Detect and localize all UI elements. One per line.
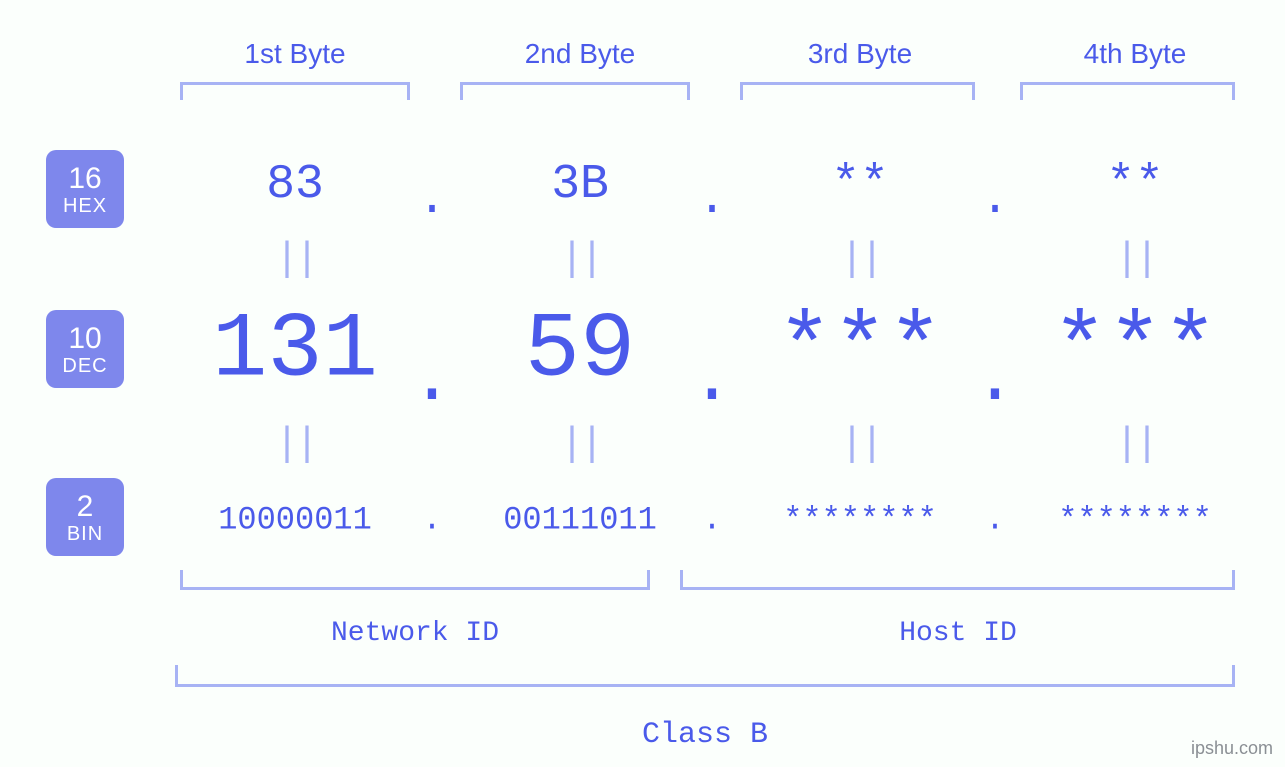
top-bracket-4 bbox=[1020, 82, 1235, 100]
base-txt-hex: HEX bbox=[46, 195, 124, 217]
eq-dec-bin-3: || bbox=[840, 423, 880, 468]
eq-dec-bin-4: || bbox=[1115, 423, 1155, 468]
base-badge-dec: 10 DEC bbox=[46, 310, 124, 388]
eq-hex-dec-1: || bbox=[275, 238, 315, 283]
hex-dot-3: . bbox=[981, 173, 1010, 227]
class-label: Class B bbox=[642, 718, 768, 752]
eq-dec-bin-1: || bbox=[275, 423, 315, 468]
hex-dot-1: . bbox=[418, 173, 447, 227]
dec-byte-2: 59 bbox=[525, 298, 635, 403]
byte-header-1: 1st Byte bbox=[244, 38, 345, 70]
bin-byte-4: ******** bbox=[1058, 502, 1212, 539]
dec-dot-3: . bbox=[973, 339, 1016, 421]
dec-byte-4: *** bbox=[1052, 298, 1218, 403]
eq-hex-dec-4: || bbox=[1115, 238, 1155, 283]
bin-dot-2: . bbox=[702, 502, 721, 539]
network-label: Network ID bbox=[331, 618, 499, 649]
byte-header-3: 3rd Byte bbox=[808, 38, 912, 70]
dec-byte-3: *** bbox=[777, 298, 943, 403]
base-badge-bin: 2 BIN bbox=[46, 478, 124, 556]
bin-byte-2: 00111011 bbox=[503, 502, 657, 539]
host-bracket bbox=[680, 570, 1235, 590]
host-label: Host ID bbox=[899, 618, 1017, 649]
base-txt-bin: BIN bbox=[46, 523, 124, 545]
watermark: ipshu.com bbox=[1191, 738, 1273, 759]
hex-byte-4: ** bbox=[1106, 158, 1164, 212]
class-bracket bbox=[175, 665, 1235, 687]
base-txt-dec: DEC bbox=[46, 355, 124, 377]
hex-dot-2: . bbox=[698, 173, 727, 227]
bin-byte-1: 10000011 bbox=[218, 502, 372, 539]
ip-bytes-diagram: 1st Byte 2nd Byte 3rd Byte 4th Byte 16 H… bbox=[0, 0, 1285, 767]
base-num-hex: 16 bbox=[46, 162, 124, 195]
eq-hex-dec-2: || bbox=[560, 238, 600, 283]
eq-dec-bin-2: || bbox=[560, 423, 600, 468]
bin-byte-3: ******** bbox=[783, 502, 937, 539]
network-bracket bbox=[180, 570, 650, 590]
base-num-bin: 2 bbox=[46, 490, 124, 523]
base-badge-hex: 16 HEX bbox=[46, 150, 124, 228]
hex-byte-3: ** bbox=[831, 158, 889, 212]
top-bracket-3 bbox=[740, 82, 975, 100]
bin-dot-3: . bbox=[985, 502, 1004, 539]
hex-byte-2: 3B bbox=[551, 158, 609, 212]
dec-byte-1: 131 bbox=[212, 298, 378, 403]
bin-dot-1: . bbox=[422, 502, 441, 539]
dec-dot-2: . bbox=[690, 339, 733, 421]
eq-hex-dec-3: || bbox=[840, 238, 880, 283]
dec-dot-1: . bbox=[410, 339, 453, 421]
base-num-dec: 10 bbox=[46, 322, 124, 355]
byte-header-2: 2nd Byte bbox=[525, 38, 636, 70]
hex-byte-1: 83 bbox=[266, 158, 324, 212]
byte-header-4: 4th Byte bbox=[1084, 38, 1187, 70]
top-bracket-2 bbox=[460, 82, 690, 100]
top-bracket-1 bbox=[180, 82, 410, 100]
